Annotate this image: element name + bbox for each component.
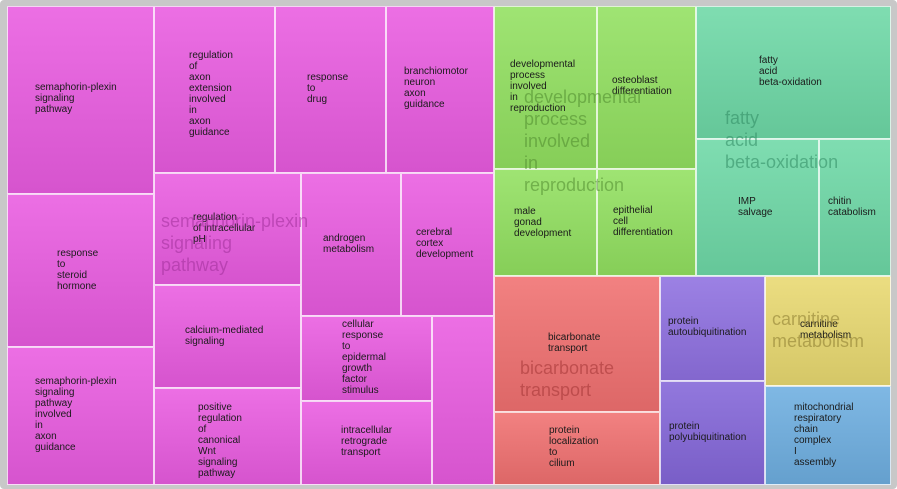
treemap-cell-mitochondrial-respiratory-chain-complex-i-assembly [765,386,891,485]
treemap-cell-label: protein autoubiquitination [668,316,747,338]
treemap-cell-label: protein polyubiquitination [669,421,747,443]
treemap-cell-androgen-metabolism [301,173,401,316]
treemap-cell-fatty-acid-beta-oxidation [696,6,891,139]
treemap-cell-chitin-catabolism [819,139,891,276]
treemap-cell-male-gonad-development [494,169,597,276]
treemap-cell-label: response to drug [307,72,349,105]
treemap-cell-protein-localization-to-cilium [494,412,660,485]
treemap-cell-cerebral-cortex-development [401,173,494,316]
treemap-cell-semaphorin-plexin-signaling-pathway [7,6,154,194]
treemap-cell-cellular-response-to-epidermal-growth-factor-stimulus [301,316,432,401]
treemap-cell-developmental-process-involved-in-reproduction [494,6,597,169]
treemap-cell-label: protein localization to cilium [549,425,599,469]
treemap-cell-imp-salvage [696,139,819,276]
treemap-cell-protein-polyubiquitination [660,381,765,485]
treemap-cell-bicarbonate-transport [494,276,660,412]
treemap-cell-response-to-steroid-hormone [7,194,154,347]
treemap-cell-semaphorin-plexin-signaling-pathway-involved-in-axon-guidance [7,347,154,485]
treemap-cell-intracellular-retrograde-transport [301,401,432,485]
treemap-cell-response-to-drug [275,6,386,173]
treemap-cell-label: IMP salvage [738,196,773,218]
treemap-cell-osteoblast-differentiation [597,6,696,169]
treemap-cell-calcium-mediated-signaling [154,285,301,388]
treemap-cell-label: fatty acid beta-oxidation [759,55,822,88]
treemap-cell-label: cellular response to epidermal growth fa… [342,319,386,396]
treemap-cell-label: chitin catabolism [828,196,876,218]
treemap-cell-regulation-of-axon-extension-involved-in-axon-guidance [154,6,275,173]
treemap-cell-branchiomotor-neuron-axon-guidance [386,6,494,173]
treemap-cell-label: response to steroid hormone [57,248,99,292]
treemap-cell-label: positive regulation of canonical Wnt sig… [198,402,242,479]
treemap-cell-epithelial-cell-differentiation [597,169,696,276]
treemap-cell-positive-regulation-of-canonical-wnt-signaling-pathway [154,388,301,485]
treemap-cell-label: bicarbonate transport [548,332,601,354]
treemap-cell-label: carnitine metabolism [800,319,852,341]
treemap-cell-label: developmental process involved in reprod… [510,59,576,114]
treemap-cell-label: semaphorin-plexin signaling pathway invo… [35,376,117,453]
treemap-cell-label: semaphorin-plexin signaling pathway [35,82,117,115]
treemap-cell-label: cerebral cortex development [416,227,474,260]
treemap-cell-label: male gonad development [514,206,572,239]
treemap-cell-regulation-of-intracellular-ph [154,173,301,285]
treemap-cell-label: intracellular retrograde transport [341,425,393,458]
treemap-cell-label: branchiomotor neuron axon guidance [404,66,468,110]
treemap-cell-label: regulation of intracellular pH [193,212,256,245]
treemap-cell-carnitine-metabolism [765,276,891,386]
treemap-cell-unlabeled-0-13 [432,316,494,485]
treemap-cell-label: regulation of axon extension involved in… [189,50,233,138]
treemap-cell-label: mitochondrial respiratory chain complex … [794,402,854,468]
treemap-cell-label: epithelial cell differentiation [613,205,673,238]
treemap-cell-label: calcium-mediated signaling [185,325,264,347]
treemap-cell-label: osteoblast differentiation [612,75,672,97]
treemap-cell-label: androgen metabolism [323,233,375,255]
treemap-cell-protein-autoubiquitination [660,276,765,381]
